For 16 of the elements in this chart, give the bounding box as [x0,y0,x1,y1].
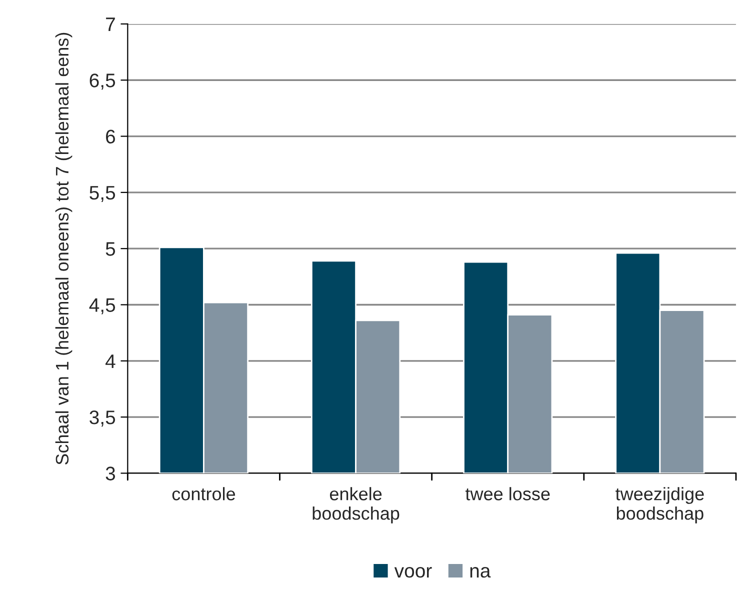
y-tick-label: 6,5 [90,74,116,90]
x-tick-label: enkele boodschap [312,487,400,524]
y-axis-title: Schaal van 1 (helemaal oneens) tot 7 (helemaal eens) [55,32,72,465]
x-tick-label: tweezijdige boodschap [616,487,704,524]
x-tick-label: controle [172,487,236,500]
y-tick-label: 3,5 [90,410,116,427]
y-tick-label: 4 [106,354,116,368]
y-tick-label: 3 [106,466,116,480]
y-tick-label: 4,5 [89,298,116,314]
y-tick-label: 6 [106,130,116,144]
y-tick-label: 5 [106,242,116,256]
y-tick-label: 7 [106,18,115,32]
legend-label: voor [394,567,432,578]
legend-label: na [470,567,491,578]
y-tick-label: 5,5 [90,186,116,202]
x-tick-label: twee losse [465,487,550,500]
